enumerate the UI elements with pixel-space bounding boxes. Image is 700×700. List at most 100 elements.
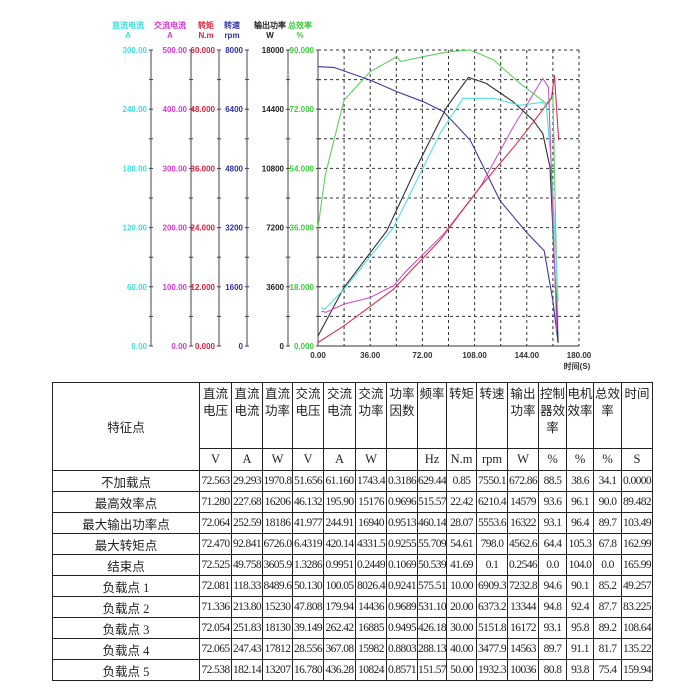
table-row: 最高效率点 71.280 227.68 16206 46.132 195.90 15176 0…: [52, 491, 654, 513]
x-tick-label: 144.00: [515, 351, 540, 360]
unit-cell: S: [621, 448, 654, 471]
table-cell: 262.42: [323, 617, 356, 639]
table-cell: 50.539: [416, 554, 448, 576]
y-tick-label-ac_current: 200.00: [163, 224, 188, 233]
table-cell: 72.064: [199, 512, 232, 534]
table-cell: 89.2: [593, 617, 623, 639]
table-cell: 0.0: [538, 554, 568, 576]
table-cell: 92.4: [566, 596, 595, 618]
table-cell: 96.1: [566, 491, 595, 513]
y-tick-label-speed: 1600: [225, 283, 243, 292]
table-row: 负载点 5 72.538 182.14 13207 16.780 436.28 10824 0…: [52, 659, 654, 681]
table-cell: 227.68: [231, 491, 263, 513]
table-cell: 51.656: [292, 470, 324, 492]
y-tick-label-torque: 60.000: [191, 46, 216, 55]
table-cell: 118.33: [231, 575, 263, 597]
table-cell: 8489.6: [262, 575, 293, 597]
column-header: 直流电流: [231, 382, 263, 449]
table-cell: 72.065: [199, 638, 232, 660]
table-row: 最大转矩点 72.470 92.841 6726.0 6.4319 420.14 4331.…: [52, 533, 654, 555]
table-cell: 50.00: [446, 659, 478, 681]
table-cell: 67.8: [593, 533, 623, 555]
table-cell: 20.00: [446, 596, 478, 618]
table-cell: 14436: [355, 596, 387, 618]
table-cell: 105.3: [566, 533, 595, 555]
column-header: 交流电流: [323, 382, 356, 449]
y-tick-label-torque: 24.000: [191, 224, 216, 233]
table-cell: 3605.9: [262, 554, 293, 576]
table-cell: 108.64: [621, 617, 654, 639]
table-cell: 798.0: [476, 533, 509, 555]
table-cell: 244.91: [323, 512, 356, 534]
table-cell: 89.7: [593, 512, 623, 534]
table-cell: 6373.2: [476, 596, 509, 618]
y-tick-label-efficiency: 0.000: [294, 342, 315, 351]
table-cell: 531.10: [416, 596, 448, 618]
header-corner: 特征点: [52, 382, 200, 471]
row-label: 不加载点: [52, 470, 200, 492]
table-cell: 72.538: [199, 659, 232, 681]
table-cell: 93.1: [538, 617, 568, 639]
column-header: 直流功率: [262, 382, 293, 449]
y-axis-unit-ac_current: A: [167, 31, 173, 40]
table-row: 负载点 3 72.054 251.83 18130 39.149 262.42 16885 0…: [52, 617, 654, 639]
table-cell: 0.85: [446, 470, 478, 492]
column-header: 电机效率: [566, 382, 595, 449]
column-header: 交流功率: [355, 382, 387, 449]
table-cell: 93.8: [566, 659, 595, 681]
y-tick-label-torque: 12.000: [191, 283, 216, 292]
table-cell: 88.5: [538, 470, 568, 492]
table-cell: 47.808: [292, 596, 324, 618]
row-label: 最大转矩点: [52, 533, 200, 555]
y-axis-title-output_power: 输出功率: [254, 20, 286, 30]
table-row: 负载点 2 71.336 213.80 15230 47.808 179.94 14436 0…: [52, 596, 654, 618]
row-label: 负载点 2: [52, 596, 200, 618]
y-tick-label-torque: 36.000: [191, 164, 216, 173]
table-cell: 575.51: [416, 575, 448, 597]
series-line-ac_current: [321, 77, 558, 332]
y-axis-title-speed: 转速: [224, 20, 240, 30]
table-cell: 80.8: [538, 659, 568, 681]
table-cell: 15230: [262, 596, 293, 618]
y-axis-title-torque: 转矩: [198, 20, 214, 30]
unit-cell: %: [538, 448, 568, 471]
y-tick-label-torque: 0.000: [195, 342, 216, 351]
column-header: 总效率: [593, 382, 623, 449]
table-cell: 41.69: [446, 554, 478, 576]
table-cell: 0.8571: [386, 659, 418, 681]
table-cell: 72.054: [199, 617, 232, 639]
table-cell: 81.7: [593, 638, 623, 660]
row-label: 最大输出功率点: [52, 512, 200, 534]
table-cell: 90.0: [593, 491, 623, 513]
x-tick-label: 0.00: [310, 351, 326, 360]
table-cell: 96.4: [566, 512, 595, 534]
x-tick-label: 108.00: [462, 351, 487, 360]
table-cell: 28.556: [292, 638, 324, 660]
table-row: 负载点 1 72.081 118.33 8489.6 50.130 100.05 8026.…: [52, 575, 654, 597]
table-cell: 7550.1: [476, 470, 509, 492]
table-cell: 29.293: [231, 470, 263, 492]
unit-row: V A W V A W Hz N.m rpm W%%% S: [53, 448, 654, 471]
table-cell: 4331.5: [355, 533, 387, 555]
series-line-dc_current: [321, 97, 559, 311]
table-cell: 0.9689: [386, 596, 418, 618]
y-tick-label-ac_current: 400.00: [163, 105, 188, 114]
column-header: 输出功率: [507, 382, 540, 449]
unit-cell: V: [292, 448, 324, 471]
column-header: 功率因数: [386, 382, 418, 449]
series-line-efficiency: [317, 49, 559, 342]
table-cell: 87.7: [593, 596, 623, 618]
table-cell: 39.149: [292, 617, 324, 639]
unit-cell: N.m: [446, 448, 478, 471]
y-tick-label-dc_current: 180.00: [123, 164, 148, 173]
table-cell: 420.14: [323, 533, 356, 555]
table-cell: 10824: [355, 659, 387, 681]
table-cell: 0.9513: [386, 512, 418, 534]
table-cell: 16940: [355, 512, 387, 534]
table-cell: 629.44: [416, 470, 448, 492]
table-cell: 672.86: [507, 470, 540, 492]
unit-cell: W: [355, 448, 387, 471]
table-cell: 91.1: [566, 638, 595, 660]
table-cell: 5151.8: [476, 617, 509, 639]
y-axis-unit-output_power: W: [266, 31, 274, 40]
